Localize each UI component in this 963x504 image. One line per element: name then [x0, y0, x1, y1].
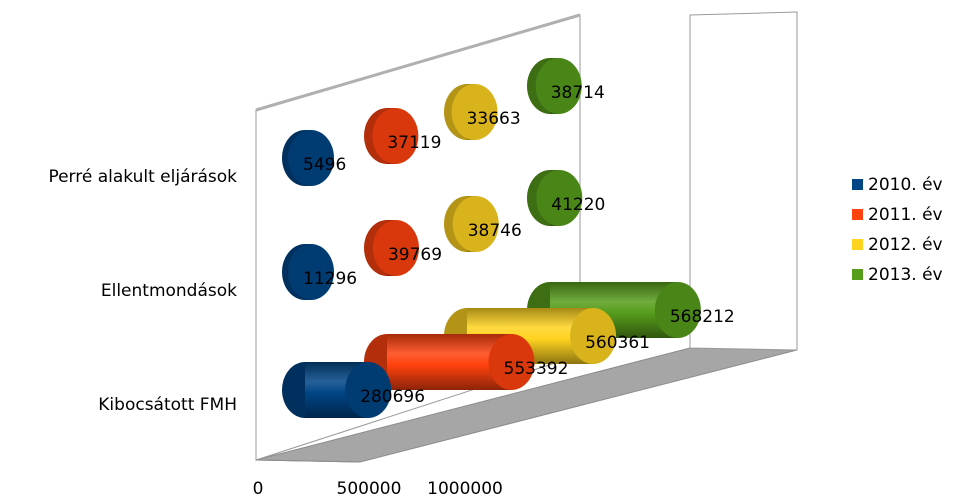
bar-front-cap — [536, 170, 583, 226]
data-label: 39769 — [388, 245, 442, 265]
legend: 2010. év 2011. év 2012. év 2013. év — [852, 175, 943, 285]
category-label: Kibocsátott FMH — [98, 395, 237, 415]
bar-front-cap — [345, 362, 392, 418]
data-label: 33663 — [467, 109, 521, 129]
bar-front-cap — [570, 308, 617, 364]
data-label: 560361 — [585, 333, 650, 353]
bar-cylinder — [282, 130, 334, 186]
bar-cylinder — [527, 58, 582, 114]
bar-cylinder — [527, 170, 583, 226]
bar-cylinder — [364, 220, 419, 276]
x-tick-label: 0 — [253, 479, 264, 499]
data-label: 11296 — [303, 269, 357, 289]
chart-floor-edge — [255, 459, 361, 463]
legend-label: 2010. év — [868, 175, 943, 195]
legend-label: 2011. év — [868, 205, 943, 225]
legend-label: 2013. év — [868, 265, 943, 285]
data-label: 553392 — [504, 359, 569, 379]
bar-front-cap — [372, 108, 419, 164]
data-label: 38714 — [551, 83, 605, 103]
data-label: 38746 — [468, 221, 522, 241]
data-labels-layer: 38714 33663 37119 5496 41220 38746 39769 11296 5… — [303, 83, 735, 407]
legend-label: 2012. év — [868, 235, 943, 255]
data-label: 568212 — [670, 307, 735, 327]
category-label: Ellentmondások — [101, 281, 237, 301]
bar-front-cap — [451, 84, 498, 140]
legend-swatch — [852, 179, 863, 190]
bar-cylinder — [444, 84, 498, 140]
bar-cylinder — [444, 196, 499, 252]
chart-side-wall — [689, 11, 798, 351]
value-axis: 0 500000 1000000 — [253, 479, 503, 499]
bar-front-cap — [488, 334, 535, 390]
data-label: 5496 — [303, 155, 346, 175]
bar-cylinder — [282, 362, 392, 418]
data-label: 280696 — [360, 387, 425, 407]
bar-front-cap — [452, 196, 499, 252]
legend-swatch — [852, 269, 863, 280]
bar-front-cap — [535, 58, 582, 114]
chart-wall-top-edge — [255, 13, 581, 112]
data-label: 37119 — [387, 133, 441, 153]
category-label: Perré alakult eljárások — [48, 167, 237, 187]
bar-front-cap — [372, 220, 419, 276]
bar-cylinder — [364, 334, 535, 390]
legend-swatch — [852, 239, 863, 250]
bar-front-cap — [288, 244, 334, 300]
x-tick-label: 500000 — [337, 479, 402, 499]
bar-cylinder — [364, 108, 419, 164]
legend-swatch — [852, 209, 863, 220]
bar-front-cap — [654, 282, 701, 338]
data-label: 41220 — [551, 195, 605, 215]
category-axis: Perré alakult eljárások Ellentmondások K… — [48, 167, 237, 415]
x-tick-label: 1000000 — [427, 479, 503, 499]
bar-front-cap — [288, 130, 334, 186]
bar-cylinder — [282, 244, 334, 300]
bars-layer — [282, 58, 701, 418]
